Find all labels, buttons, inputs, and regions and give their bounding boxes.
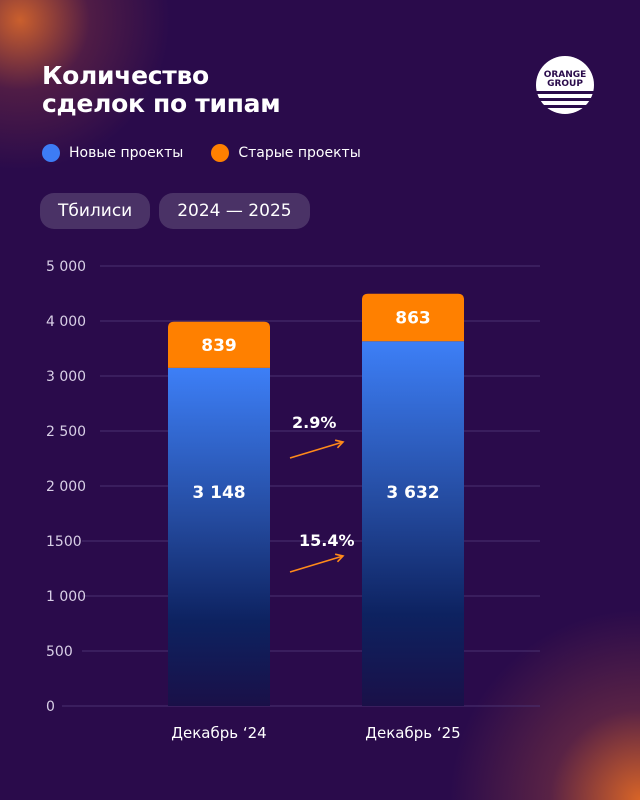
growth-arrow-icon [289,439,345,459]
city-pill: Тбилиси [40,193,151,229]
title-line: сделок по типам [42,89,281,118]
bar-old-projects [168,321,270,368]
y-tick-label: 1500 [46,534,82,550]
legend-dot-orange [211,144,230,162]
growth-label: 15.4% [299,531,355,550]
y-tick-label: 0 [46,699,55,715]
legend-label: Новые проекты [69,145,184,161]
period-pill: 2024 — 2025 [159,193,310,229]
legend: Новые проекты Старые проекты [42,144,361,162]
bar-new-projects [168,367,270,706]
data-label-old: 863 [395,309,431,329]
growth-arrow-icon [289,553,345,573]
legend-item-new: Новые проекты [42,144,183,162]
y-tick-label: 2 000 [46,479,86,495]
y-tick-label: 4 000 [46,314,86,330]
y-tick-label: 3 000 [46,369,86,385]
x-category-label: Декабрь ‘25 [365,724,460,742]
data-label-new: 3 632 [386,483,439,503]
title-line: Количество [42,61,209,90]
data-label-old: 839 [201,336,237,356]
filters: Тбилиси 2024 — 2025 [40,193,310,229]
page-title: Количество сделок по типам [42,61,281,118]
y-tick-label: 2 500 [46,424,86,440]
growth-label: 2.9% [292,413,336,432]
bar-old-projects [362,293,464,342]
legend-label: Старые проекты [238,145,361,161]
y-tick-label: 5 000 [46,259,86,275]
x-category-label: Декабрь ‘24 [171,724,266,742]
y-tick-label: 1 000 [46,589,86,605]
y-tick-label: 500 [46,644,73,660]
bar-new-projects [362,341,464,706]
legend-item-old: Старые проекты [211,144,361,162]
svg-text:GROUP: GROUP [547,79,583,89]
legend-dot-blue [42,144,60,162]
data-label-new: 3 148 [192,483,245,503]
orange-group-logo: ORANGE GROUP [536,56,594,114]
svg-text:ORANGE: ORANGE [544,70,587,80]
